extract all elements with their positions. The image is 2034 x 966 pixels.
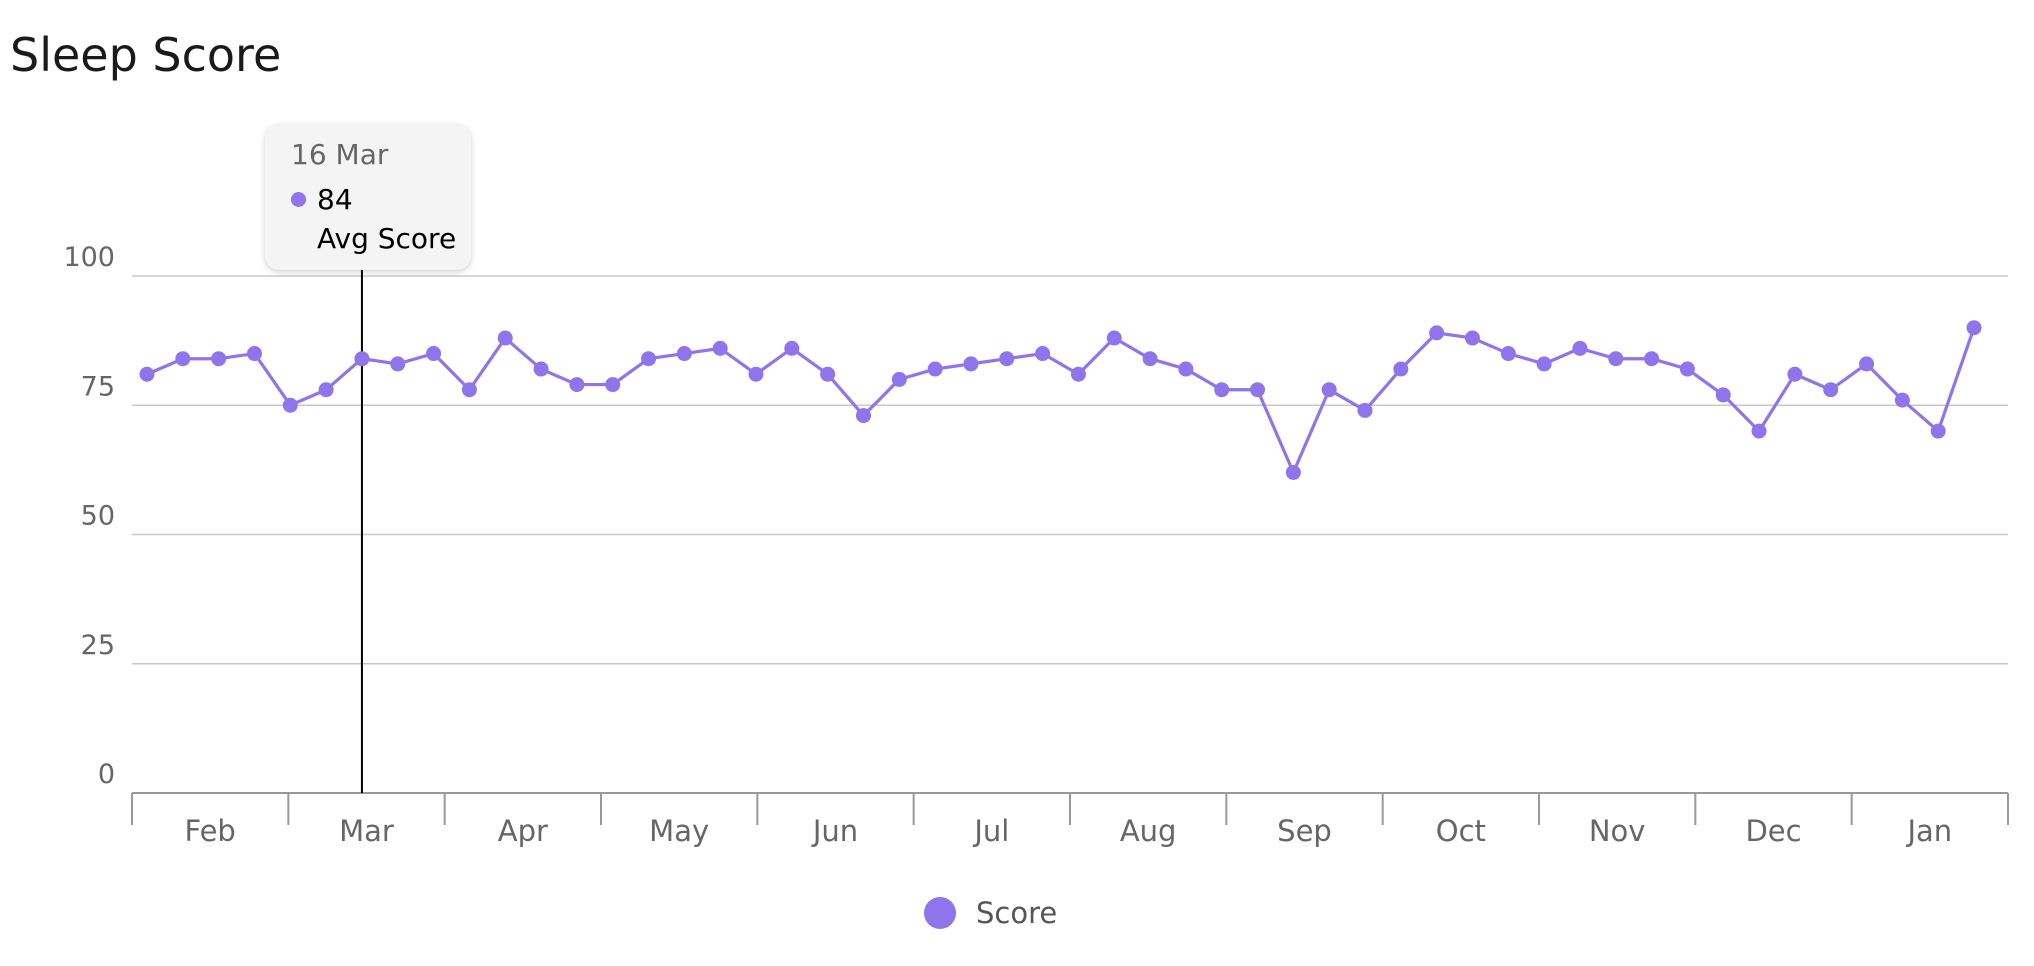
data-point [1070,366,1086,382]
x-tick-label: Dec [1745,814,1801,848]
data-point [1035,346,1051,362]
data-point [1357,402,1373,418]
data-point [1751,423,1767,439]
chart-title: Sleep Score [10,28,282,82]
data-point [1823,382,1839,398]
data-point [1500,346,1516,362]
data-point [1787,366,1803,382]
x-tick-label: Nov [1589,814,1646,848]
data-point [1644,351,1660,367]
data-point [927,361,943,377]
x-axis: Feb Mar Apr May Jun Jul Aug Sep Oct Nov Dec Jan [131,792,2009,848]
data-point [175,351,191,367]
data-point [1930,423,1946,439]
data-point [1285,464,1301,480]
hover-tooltip: 16 Mar 84 Avg Score [265,124,471,270]
data-point [641,351,657,367]
data-point [676,346,692,362]
data-point [855,408,871,424]
y-tick-label: 100 [63,242,115,273]
data-point [282,397,298,413]
data-point [1966,320,1982,336]
x-tick-label: May [649,814,709,848]
x-tick-label: Mar [339,814,394,848]
data-point [318,382,334,398]
data-point [211,351,227,367]
data-point [246,346,262,362]
y-tick-label: 0 [98,759,115,790]
data-point [533,361,549,377]
data-point [784,340,800,356]
x-tick-label: Jul [972,814,1009,848]
data-point [1250,382,1266,398]
data-point [963,356,979,372]
legend-marker [924,897,956,929]
y-tick-label: 75 [81,371,115,402]
x-tick-label: Oct [1436,814,1486,848]
series-score [139,320,1982,480]
tooltip-value: 84 [317,183,353,216]
y-axis-ticks: 0 25 50 75 100 [63,242,115,790]
data-point [1429,325,1445,341]
legend[interactable]: Score [924,896,1057,930]
y-tick-label: 50 [81,501,115,532]
data-point [1859,356,1875,372]
data-point [1608,351,1624,367]
data-point [1894,392,1910,408]
gridlines [132,275,2008,665]
x-tick-label: Feb [184,814,235,848]
data-point [1214,382,1230,398]
x-tick-label: Aug [1120,814,1177,848]
data-point [1536,356,1552,372]
data-point [497,330,513,346]
data-point [1321,382,1337,398]
data-point [139,366,155,382]
data-point [426,346,442,362]
data-point [1142,351,1158,367]
data-point [461,382,477,398]
tooltip-date: 16 Mar [291,138,389,171]
data-point [390,356,406,372]
legend-label: Score [976,896,1058,930]
y-tick-label: 25 [81,630,115,661]
data-point [1106,330,1122,346]
tooltip-label: Avg Score [317,222,457,255]
x-tick-label: Sep [1277,814,1332,848]
data-point [820,366,836,382]
data-point [999,351,1015,367]
data-point [891,371,907,387]
x-tick-label: Apr [498,814,548,848]
data-point [1572,340,1588,356]
series-line [146,327,1976,475]
data-point [1393,361,1409,377]
data-point [748,366,764,382]
data-point [605,377,621,393]
data-point [1178,361,1194,377]
tooltip-series-dot [291,192,306,207]
x-tick-label: Jan [1905,814,1952,848]
x-tick-label: Jun [811,814,858,848]
data-point [1679,361,1695,377]
data-point [712,340,728,356]
data-point [1464,330,1480,346]
data-point [1715,387,1731,403]
data-point [569,377,585,393]
data-point [354,351,370,367]
